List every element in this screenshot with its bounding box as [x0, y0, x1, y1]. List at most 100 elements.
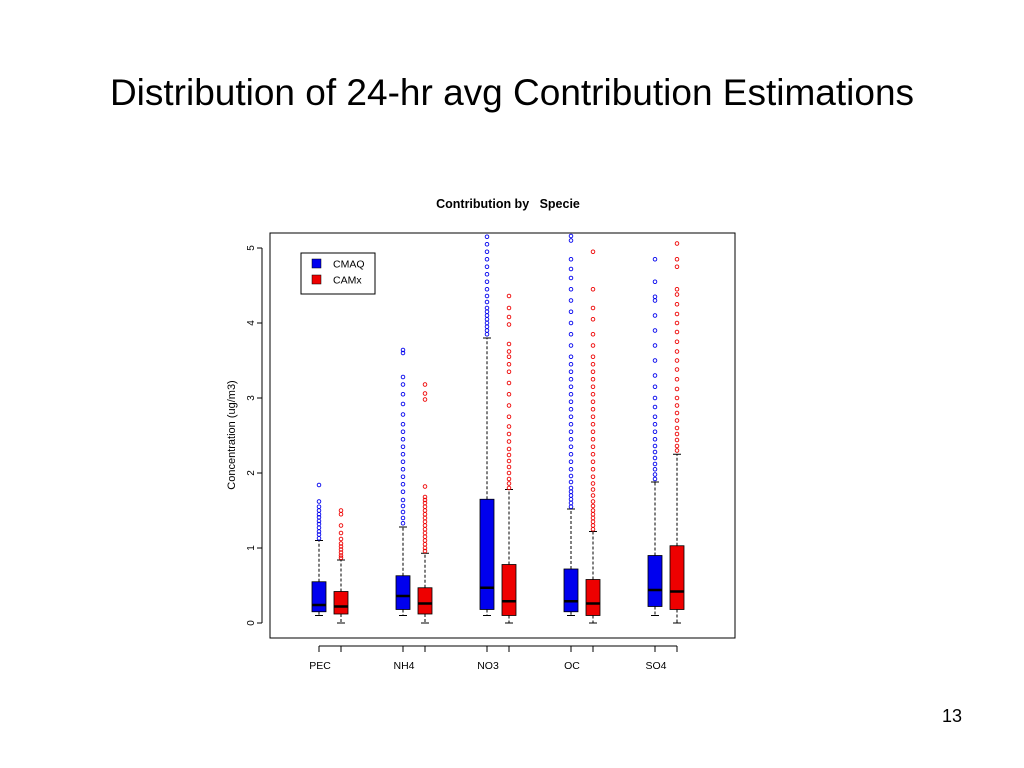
y-tick-label: 4 — [246, 320, 257, 326]
outlier-point — [568, 266, 574, 272]
outlier-point — [506, 369, 512, 374]
outlier-point — [316, 504, 322, 510]
outlier-point — [484, 271, 490, 277]
x-tick-label: SO4 — [645, 660, 666, 672]
outlier-point — [568, 500, 574, 506]
outlier-point — [506, 476, 512, 482]
outlier-point — [652, 467, 658, 472]
outlier-point — [590, 481, 596, 486]
outlier-point — [590, 512, 596, 517]
outlier-point — [674, 425, 680, 431]
outlier-point — [568, 331, 574, 337]
outlier-point — [400, 391, 406, 397]
outlier-point — [506, 424, 512, 429]
box-cmaq-oc — [563, 233, 579, 616]
y-tick-label: 5 — [246, 245, 257, 251]
outlier-point — [568, 467, 574, 472]
outlier-point — [422, 500, 428, 506]
outlier-point — [422, 515, 428, 521]
outlier-point — [400, 436, 406, 442]
legend-label-cmaq: CMAQ — [333, 259, 365, 271]
outlier-point — [674, 349, 680, 354]
outlier-point — [316, 482, 322, 488]
outlier-point — [568, 406, 574, 412]
outlier-point — [590, 369, 596, 374]
outlier-point — [506, 305, 512, 311]
outlier-point — [506, 314, 512, 320]
outlier-point — [674, 386, 680, 392]
outlier-point — [506, 464, 512, 470]
outlier-point — [674, 286, 680, 292]
outlier-point — [422, 397, 428, 402]
box-camx-no3 — [501, 293, 517, 624]
outlier-point — [400, 401, 406, 407]
outlier-point — [316, 532, 322, 537]
outlier-point — [652, 449, 658, 455]
outlier-point — [568, 238, 574, 243]
outlier-point — [590, 331, 596, 337]
outlier-point — [484, 331, 490, 337]
outlier-point — [400, 452, 406, 457]
outlier-point — [316, 525, 322, 531]
plot-frame — [269, 232, 736, 639]
outlier-point — [590, 391, 596, 397]
outlier-point — [568, 286, 574, 292]
outlier-point — [674, 256, 680, 262]
outlier-point — [422, 527, 428, 532]
outlier-point — [422, 512, 428, 517]
outlier-point — [506, 391, 512, 397]
outlier-point — [506, 361, 512, 367]
outlier-point — [400, 489, 406, 495]
outlier-point — [316, 521, 322, 527]
outlier-point — [590, 399, 596, 404]
outlier-point — [652, 298, 658, 303]
outlier-point — [422, 534, 428, 540]
outlier-point — [422, 548, 428, 554]
x-axis: PEC NH4 NO3 OC SO4 — [309, 645, 678, 672]
box-body — [479, 498, 495, 610]
outlier-point — [652, 343, 658, 348]
outlier-point — [652, 395, 658, 401]
outlier-point — [400, 382, 406, 387]
outlier-point — [590, 508, 596, 513]
outlier-point — [484, 324, 490, 329]
outlier-point — [674, 320, 680, 326]
legend-swatch-camx — [311, 274, 322, 285]
outlier-point — [338, 508, 344, 513]
outlier-point — [652, 294, 658, 299]
outlier-point — [506, 322, 512, 327]
outlier-point — [400, 350, 406, 356]
box-camx-oc — [585, 249, 601, 624]
outlier-point — [590, 493, 596, 498]
series-cmaq — [311, 233, 663, 616]
outlier-point — [338, 523, 344, 528]
outlier-point — [484, 299, 490, 305]
y-tick-label: 2 — [246, 470, 257, 476]
outlier-point — [400, 429, 406, 434]
outlier-point — [422, 391, 428, 396]
box-plot-chart: Contribution by Specie Concentration (ug… — [226, 197, 736, 672]
series-camx — [333, 241, 685, 624]
outlier-point — [400, 467, 406, 472]
outlier-point — [484, 256, 490, 262]
outlier-point — [652, 404, 658, 410]
outlier-point — [506, 452, 512, 458]
outlier-point — [484, 309, 490, 314]
outlier-point — [506, 403, 512, 408]
outlier-point — [674, 301, 680, 307]
outlier-point — [316, 508, 322, 513]
outlier-point — [674, 395, 680, 401]
outlier-point — [674, 292, 680, 297]
outlier-point — [506, 354, 512, 359]
outlier-point — [400, 509, 406, 515]
outlier-point — [674, 418, 680, 423]
outlier-point — [652, 461, 658, 467]
outlier-point — [506, 446, 512, 452]
outlier-point — [400, 374, 406, 380]
outlier-point — [568, 444, 574, 450]
outlier-point — [590, 519, 596, 525]
outlier-point — [590, 499, 596, 504]
box-body — [417, 587, 433, 615]
outlier-point — [484, 234, 490, 240]
box-cmaq-no3 — [479, 234, 495, 616]
